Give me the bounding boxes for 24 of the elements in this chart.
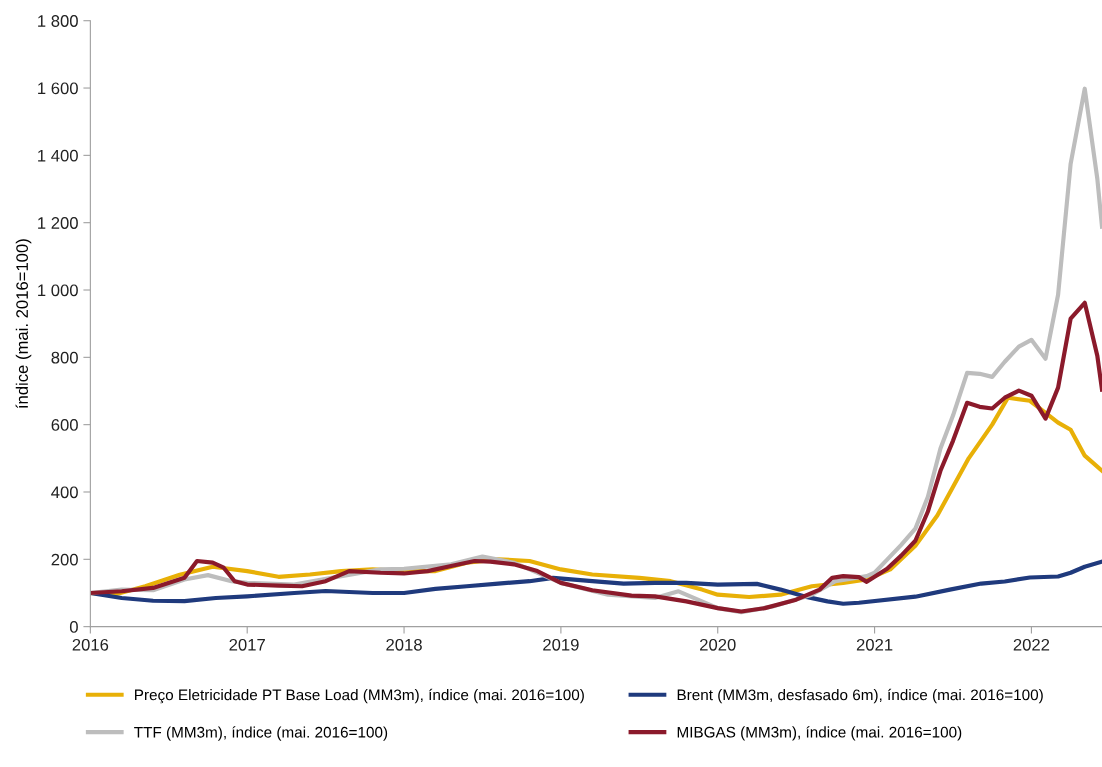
legend-label: MIBGAS (MM3m), índice (mai. 2016=100) bbox=[677, 726, 962, 741]
y-tick-label: 0 bbox=[69, 621, 78, 633]
x-tick-label: 2018 bbox=[386, 638, 422, 651]
y-axis-title: índice (mai. 2016=100) bbox=[15, 239, 32, 409]
x-tick-label: 2017 bbox=[229, 638, 265, 651]
legend-label: Brent (MM3m, desfasado 6m), índice (mai. 2016=100) bbox=[677, 688, 1043, 704]
y-tick-label: 1 000 bbox=[38, 284, 78, 297]
y-tick-label: 800 bbox=[51, 351, 78, 364]
y-tick-label: 400 bbox=[51, 486, 78, 499]
x-tick-label: 2022 bbox=[1013, 638, 1050, 651]
line-series bbox=[90, 300, 1102, 614]
y-tick-label: 600 bbox=[51, 419, 78, 431]
line-series bbox=[90, 559, 1102, 606]
y-tick-label: 1 400 bbox=[38, 149, 78, 162]
y-tick-label: 200 bbox=[51, 553, 78, 566]
x-tick-label: 2016 bbox=[72, 638, 109, 651]
legend-label: Preço Eletricidade PT Base Load (MM3m), índice (mai. 2016=100) bbox=[135, 688, 584, 704]
legend-label: TTF (MM3m), índice (mai. 2016=100) bbox=[134, 726, 388, 741]
x-tick-label: 2019 bbox=[543, 638, 579, 651]
x-tick-label: 2020 bbox=[700, 638, 736, 651]
x-tick-label: 2021 bbox=[856, 638, 893, 651]
y-tick-label: 1 600 bbox=[38, 82, 78, 95]
y-tick-label: 1 200 bbox=[38, 217, 78, 229]
y-tick-label: 1 800 bbox=[38, 15, 78, 27]
